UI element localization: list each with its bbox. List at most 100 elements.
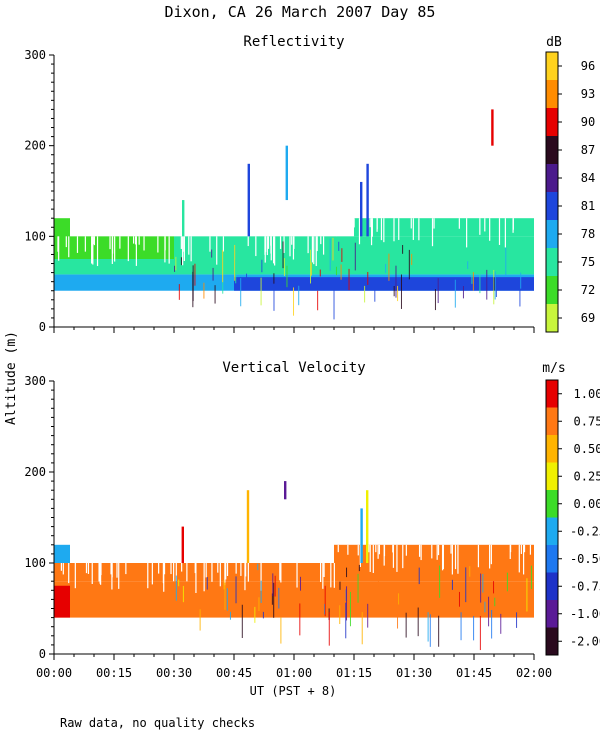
data-gap (316, 236, 318, 252)
data-gap (291, 236, 293, 245)
colorbar-label: 75 (581, 255, 595, 269)
data-streak (418, 567, 420, 585)
data-gap (490, 544, 492, 565)
data-gap (371, 218, 373, 237)
x-tick-label: 00:00 (36, 666, 72, 680)
data-gap (270, 236, 272, 261)
data-streak (180, 257, 182, 266)
colorbar-unit: dB (546, 35, 562, 50)
data-gap (457, 544, 459, 574)
data-streak (388, 253, 390, 281)
data-region (54, 581, 534, 618)
data-streak (506, 572, 508, 592)
data-streak (484, 601, 486, 613)
data-gap (392, 544, 395, 568)
data-streak (211, 249, 213, 258)
data-streak (397, 616, 399, 629)
data-streak (402, 244, 404, 254)
data-gap (255, 236, 257, 257)
colorbar-segment (546, 435, 558, 463)
data-gap (518, 544, 520, 573)
data-gap (377, 544, 379, 559)
data-gap (183, 236, 185, 261)
data-streak (494, 271, 496, 300)
colorbar-label: 0.25 (574, 469, 600, 483)
data-streak (272, 573, 274, 597)
data-streak (278, 587, 280, 609)
data-gap (260, 563, 262, 591)
data-streak (454, 279, 456, 308)
data-gap (266, 236, 268, 256)
data-streak (338, 241, 340, 251)
data-gap (489, 544, 491, 569)
data-gap (216, 236, 218, 265)
data-streak (471, 262, 473, 284)
data-streak (451, 579, 453, 590)
data-streak (346, 586, 348, 621)
data-gap (529, 544, 532, 555)
data-streak (479, 259, 481, 294)
data-gap (91, 236, 93, 264)
data-streak (273, 582, 275, 618)
y-tick-label: 200 (24, 465, 46, 479)
data-streak (223, 579, 225, 590)
data-gap (279, 563, 281, 581)
data-gap (76, 236, 79, 253)
data-streak (473, 616, 475, 641)
data-gap (405, 544, 407, 556)
x-axis-label: UT (PST + 8) (250, 684, 337, 698)
data-gap (376, 218, 378, 232)
data-streak (261, 259, 263, 273)
data-gap (393, 218, 395, 242)
data-streak (262, 611, 264, 619)
data-region (54, 259, 534, 275)
data-gap (330, 563, 332, 588)
data-streak (192, 271, 194, 308)
data-streak (229, 611, 231, 620)
data-gap (296, 563, 298, 588)
panel-title: Vertical Velocity (222, 360, 365, 376)
data-streak (361, 612, 363, 645)
data-streak (480, 573, 482, 603)
data-streak (260, 277, 262, 306)
data-gap (91, 563, 93, 584)
colorbar-segment (546, 462, 558, 491)
data-gap (209, 236, 211, 252)
data-streak (429, 614, 431, 647)
colorbar-label: 1.00 (574, 387, 600, 401)
data-gap (375, 544, 377, 553)
data-streak (175, 256, 177, 271)
colorbar-label: 93 (581, 87, 595, 101)
data-gap (370, 218, 373, 246)
data-streak (438, 615, 440, 647)
data-gap (163, 563, 166, 575)
data-streak (427, 612, 429, 642)
data-streak (234, 244, 236, 281)
data-gap (359, 544, 361, 567)
data-gap (279, 236, 282, 249)
data-streak (408, 249, 410, 280)
x-tick-label: 00:15 (96, 666, 132, 680)
colorbar-segment (546, 192, 558, 221)
y-axis-label: Altitude (m) (4, 331, 19, 425)
data-gap (320, 563, 322, 583)
data-streak (367, 603, 369, 628)
data-streak (400, 274, 402, 309)
data-gap (68, 236, 70, 258)
data-gap (125, 563, 127, 575)
data-streak (214, 285, 216, 304)
data-gap (335, 218, 337, 236)
data-gap (442, 544, 444, 570)
colorbar-segment (546, 276, 558, 305)
data-gap (333, 563, 335, 588)
data-gap (168, 236, 170, 264)
data-streak (349, 591, 351, 627)
data-streak (199, 609, 201, 631)
data-streak (219, 244, 221, 252)
data-streak (324, 585, 326, 617)
data-streak (280, 617, 282, 644)
y-tick-label: 200 (24, 139, 46, 153)
data-gap (420, 544, 422, 561)
colorbar-frame (545, 51, 559, 333)
